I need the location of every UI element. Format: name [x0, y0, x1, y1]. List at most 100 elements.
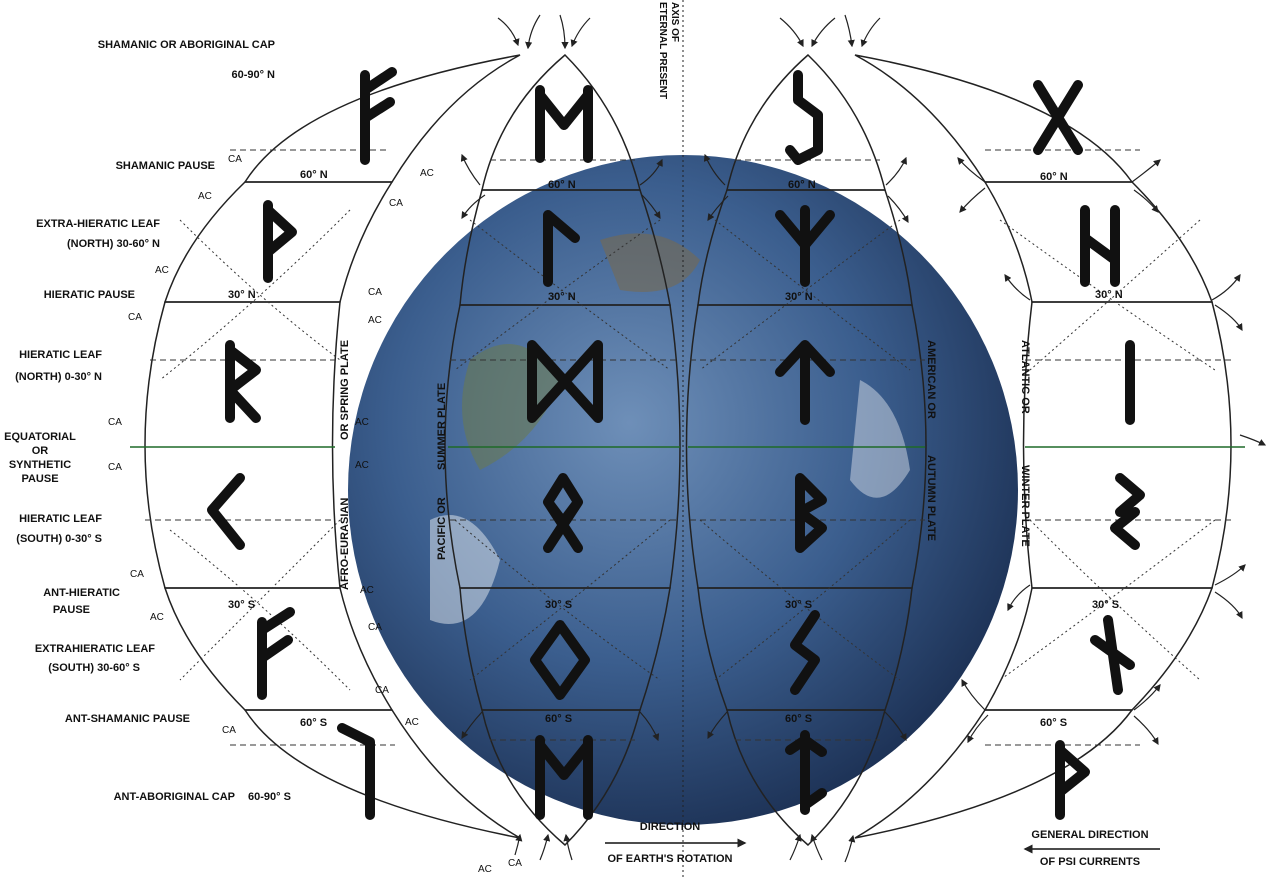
- label-ant-shamanic-pause: ANT-SHAMANIC PAUSE: [65, 713, 190, 725]
- rune-algiz-icon: [775, 205, 835, 287]
- lat-cr-60n: 60° N: [788, 179, 816, 191]
- label-extra-hieratic-north: EXTRA-HIERATIC LEAF: [36, 218, 160, 230]
- label-extrahieratic-south-range: (SOUTH) 30-60° S: [48, 662, 140, 674]
- rune-tiwaz-icon: [775, 340, 835, 425]
- label-hieratic-leaf-south: HIERATIC LEAF: [19, 513, 102, 525]
- rune-othala-icon: [543, 473, 583, 553]
- current-ac-2: AC: [420, 168, 434, 179]
- label-hieratic-leaf-south-range: (SOUTH) 0-30° S: [16, 533, 102, 545]
- label-extra-hieratic-north-range: (NORTH) 30-60° N: [67, 238, 160, 250]
- left-side-labels: SHAMANIC OR ABORIGINAL CAP 60-90° N SHAM…: [4, 39, 291, 803]
- current-ca-10: CA: [222, 725, 236, 736]
- label-shamanic-cap: SHAMANIC OR ABORIGINAL CAP: [98, 39, 275, 51]
- label-equatorial-or: OR: [32, 445, 49, 457]
- lat-left-30n: 30° N: [228, 289, 256, 301]
- lat-left-30s: 30° S: [228, 599, 255, 611]
- lat-right-60s: 60° S: [1040, 717, 1067, 729]
- current-ac-10: AC: [478, 864, 492, 875]
- lat-right-60n: 60° N: [1040, 171, 1068, 183]
- current-ca-6: CA: [108, 462, 122, 473]
- current-ca-2: CA: [389, 198, 403, 209]
- label-ant-hieratic: ANT-HIERATIC: [43, 587, 120, 599]
- rotation-label-line2: OF EARTH'S ROTATION: [607, 853, 732, 865]
- current-ca-5: CA: [108, 417, 122, 428]
- current-ac-9: AC: [405, 717, 419, 728]
- rune-nauthiz-icon: [1090, 615, 1135, 695]
- current-ac-6: AC: [355, 460, 369, 471]
- label-equatorial: EQUATORIAL: [4, 431, 76, 443]
- lat-left-60s: 60° S: [300, 717, 327, 729]
- rune-perthro-icon: [785, 730, 827, 815]
- current-labels: CA AC AC CA AC CA CA AC CA CA AC AC CA A…: [108, 154, 522, 875]
- rune-ehwaz-icon: [535, 735, 593, 820]
- plate-autumn: AUTUMN PLATE: [925, 455, 937, 541]
- label-hieratic-leaf-north: HIERATIC LEAF: [19, 349, 102, 361]
- current-ac-7: AC: [150, 612, 164, 623]
- rune-gebo-icon: [1033, 80, 1083, 155]
- plate-spring: OR SPRING PLATE: [339, 340, 351, 440]
- rune-hagalaz-icon: [1080, 205, 1120, 287]
- rune-mannaz-icon: [535, 85, 593, 163]
- rune-kenaz-icon: [207, 473, 245, 550]
- plate-pacific: PACIFIC OR: [436, 497, 448, 560]
- rune-ansuz-icon: [257, 607, 295, 700]
- axis-label: AXIS OF ETERNAL PRESENT: [657, 2, 680, 99]
- label-ant-aboriginal-cap: ANT-ABORIGINAL CAP: [114, 791, 235, 803]
- plate-atlantic: ATLANTIC OR: [1019, 340, 1031, 414]
- rotation-indicator: DIRECTION OF EARTH'S ROTATION: [605, 821, 747, 865]
- label-shamanic-pause: SHAMANIC PAUSE: [116, 160, 215, 172]
- center-left-gore: [444, 53, 681, 847]
- axis-label-line1: AXIS OF: [669, 2, 680, 42]
- psi-current-indicator: GENERAL DIRECTION OF PSI CURRENTS: [1023, 829, 1160, 868]
- current-ca-8: CA: [368, 622, 382, 633]
- plate-winter: WINTER PLATE: [1019, 465, 1031, 547]
- lat-cr-60s: 60° S: [785, 713, 812, 725]
- latitude-labels: 60° N 60° N 60° N 60° N 30° N 30° N 30° …: [228, 169, 1123, 729]
- rune-raidho-icon: [225, 340, 261, 423]
- psi-label-line2: OF PSI CURRENTS: [1040, 856, 1140, 868]
- label-ant-aboriginal-range: 60-90° S: [248, 791, 291, 803]
- lat-cl-30n: 30° N: [548, 291, 576, 303]
- rune-fehu-icon: [360, 67, 397, 165]
- axis-label-line2: ETERNAL PRESENT: [657, 2, 668, 99]
- lat-right-30n: 30° N: [1095, 289, 1123, 301]
- current-arrows: [460, 14, 1267, 863]
- rotation-label-line1: DIRECTION: [640, 821, 701, 833]
- current-ca-9: CA: [375, 685, 389, 696]
- lat-left-60n: 60° N: [300, 169, 328, 181]
- label-shamanic-cap-range: 60-90° N: [231, 69, 275, 81]
- rune-sowilo-icon: [790, 610, 820, 695]
- center-right-gore: [685, 53, 927, 847]
- plate-summer: SUMMER PLATE: [436, 383, 448, 470]
- lat-cr-30s: 30° S: [785, 599, 812, 611]
- current-ca-1: CA: [228, 154, 242, 165]
- label-ant-hieratic-pause: PAUSE: [53, 604, 90, 616]
- rune-ingwaz-icon: [530, 620, 590, 700]
- rune-laguz-icon: [337, 723, 375, 820]
- rune-dagaz-icon: [527, 340, 603, 423]
- rune-eihwaz-icon: [785, 70, 823, 165]
- label-extrahieratic-south: EXTRAHIERATIC LEAF: [35, 643, 155, 655]
- current-ca-11: CA: [508, 858, 522, 869]
- current-ac-5: AC: [355, 417, 369, 428]
- psi-label-line1: GENERAL DIRECTION: [1031, 829, 1148, 841]
- current-ca-4: CA: [368, 287, 382, 298]
- label-hieratic-pause: HIERATIC PAUSE: [44, 289, 135, 301]
- lat-cl-30s: 30° S: [545, 599, 572, 611]
- left-crescent: [130, 54, 521, 839]
- plate-afro-eurasian: AFRO-EURASIAN: [339, 498, 351, 590]
- label-hieratic-leaf-north-range: (NORTH) 0-30° N: [15, 371, 102, 383]
- label-synthetic: SYNTHETIC: [9, 459, 71, 471]
- current-ca-7: CA: [130, 569, 144, 580]
- rune-laguz-center-icon: [543, 210, 580, 287]
- lat-cr-30n: 30° N: [785, 291, 813, 303]
- current-ca-3: CA: [128, 312, 142, 323]
- lat-right-30s: 30° S: [1092, 599, 1119, 611]
- rune-jera-icon: [1110, 473, 1145, 550]
- current-ac-3: AC: [155, 265, 169, 276]
- lat-cl-60s: 60° S: [545, 713, 572, 725]
- current-ac-4: AC: [368, 315, 382, 326]
- current-ac-8: AC: [360, 585, 374, 596]
- rune-wunjo-icon: [263, 200, 297, 283]
